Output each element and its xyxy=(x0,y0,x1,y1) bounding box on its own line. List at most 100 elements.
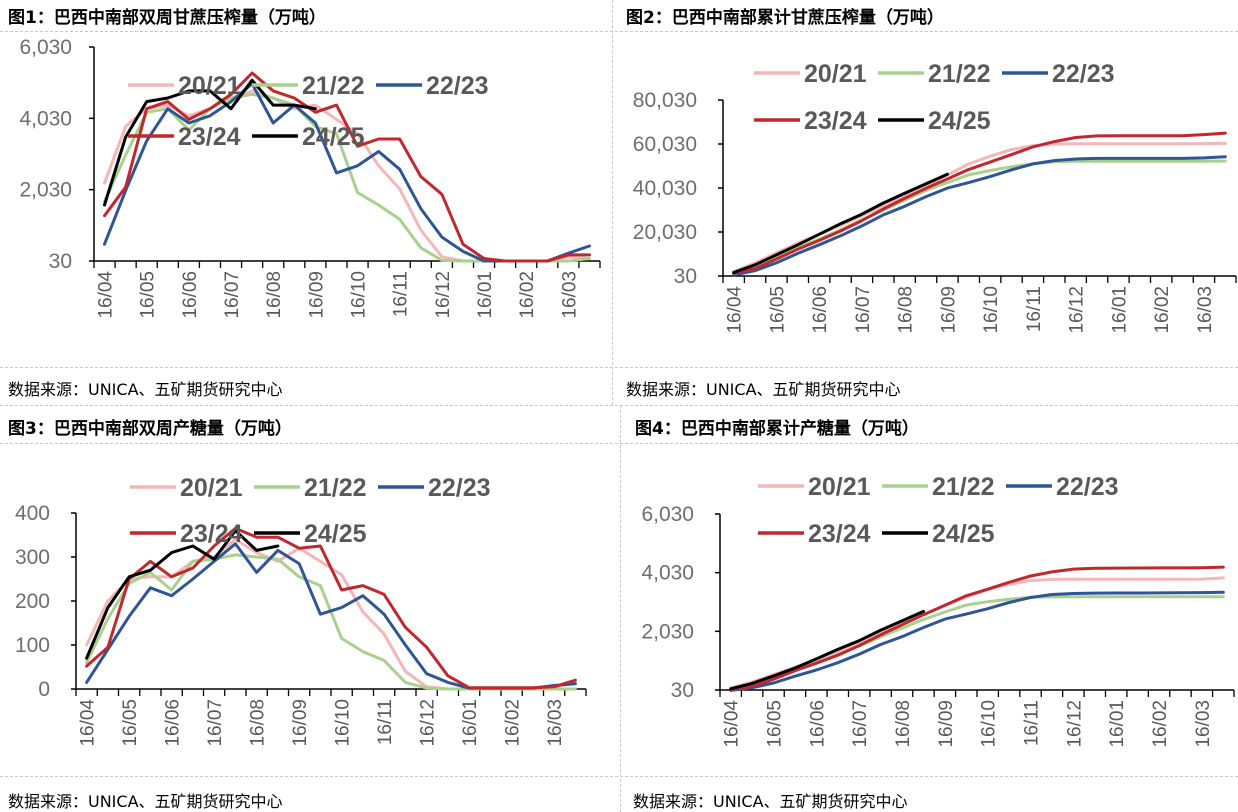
divider xyxy=(0,367,1238,368)
series-line-22-23 xyxy=(732,155,1227,277)
x-tick-label: 16/02 xyxy=(1150,700,1171,748)
y-tick-label: 40,030 xyxy=(633,177,697,200)
figure-2-title: 图2：巴西中南部累计甘蔗压榨量（万吨） xyxy=(626,8,944,28)
figure-2-source: 数据来源：UNICA、五矿期货研究中心 xyxy=(626,380,901,399)
legend-label: 21/22 xyxy=(304,474,367,502)
divider xyxy=(0,443,1238,444)
y-tick-label: 200 xyxy=(15,590,50,613)
chart-3: 0 100 200 300 400 16/04 16/05 16/06 16/07 16/08 16… xyxy=(15,474,587,747)
x-tick-label: 16/10 xyxy=(979,700,1000,748)
series-line-21-22 xyxy=(85,553,577,691)
figure-3-title: 图3：巴西中南部双周产糖量（万吨） xyxy=(8,419,292,439)
legend-label: 22/23 xyxy=(426,72,489,100)
legend-label: 20/21 xyxy=(180,474,243,502)
x-tick-label: 16/01 xyxy=(475,271,496,319)
y-tick-label: 400 xyxy=(15,502,50,525)
chart-1: 30 2,030 4,030 6,030 16/04 16/05 16/06 16/07 16/… xyxy=(19,36,601,319)
x-tick-label: 16/04 xyxy=(78,699,99,747)
divider xyxy=(0,31,1238,32)
x-tick-label: 16/06 xyxy=(163,699,184,747)
x-tick-label: 16/05 xyxy=(120,699,141,747)
x-tick-label: 16/10 xyxy=(349,271,370,319)
legend-label: 22/23 xyxy=(1052,60,1115,88)
x-tick-label: 16/03 xyxy=(1193,700,1214,748)
series-line-24-25 xyxy=(103,78,317,207)
x-tick-label: 16/06 xyxy=(810,286,831,334)
x-tick-label: 16/01 xyxy=(1107,700,1128,748)
legend-label: 22/23 xyxy=(428,474,491,502)
chart-4: 30 2,030 4,030 6,030 16/04 16/05 16/06 16/07 16/… xyxy=(641,473,1235,748)
y-tick-label: 100 xyxy=(15,634,50,657)
x-tick-label: 16/11 xyxy=(391,271,412,317)
legend-label: 23/24 xyxy=(808,520,871,548)
x-tick-label: 16/08 xyxy=(264,271,285,319)
series-line-21-22 xyxy=(103,92,591,263)
figure-3-source: 数据来源：UNICA、五矿期货研究中心 xyxy=(8,792,283,811)
x-tick-label: 16/11 xyxy=(1022,700,1043,746)
legend-label: 21/22 xyxy=(928,60,991,88)
y-tick-label: 0 xyxy=(38,678,50,701)
x-tick-label: 16/09 xyxy=(938,286,959,334)
chart-2: 30 20,030 40,030 60,030 80,030 16/04 16/05 16/0… xyxy=(633,60,1237,334)
x-tick-label: 16/04 xyxy=(725,286,746,334)
y-tick-label: 4,030 xyxy=(19,107,72,130)
x-tick-label: 16/10 xyxy=(981,286,1002,334)
x-tick-label: 16/04 xyxy=(96,271,117,319)
y-tick-label: 60,030 xyxy=(633,133,697,156)
series-line-23-24 xyxy=(732,131,1227,275)
figure-4-title: 图4：巴西中南部累计产糖量（万吨） xyxy=(635,419,919,439)
x-tick-label: 16/01 xyxy=(1109,286,1130,334)
y-tick-label: 6,030 xyxy=(641,503,694,526)
legend-label: 23/24 xyxy=(180,520,243,548)
x-tick-label: 16/07 xyxy=(222,271,243,319)
series-line-23-24 xyxy=(85,526,577,690)
divider xyxy=(612,0,613,405)
figure-1-title: 图1：巴西中南部双周甘蔗压榨量（万吨） xyxy=(8,8,326,28)
legend-label: 24/25 xyxy=(304,520,367,548)
x-tick-label: 16/07 xyxy=(205,699,226,747)
x-tick-label: 16/06 xyxy=(180,271,201,319)
x-tick-label: 16/09 xyxy=(936,700,957,748)
series-line-23-24 xyxy=(729,565,1225,691)
x-tick-label: 16/09 xyxy=(306,271,327,319)
divider xyxy=(0,776,1238,777)
y-tick-label: 80,030 xyxy=(633,89,697,112)
legend-label: 20/21 xyxy=(808,473,871,501)
x-tick-label: 16/03 xyxy=(1195,286,1216,334)
x-tick-label: 16/12 xyxy=(418,699,439,747)
x-tick-label: 16/02 xyxy=(1152,286,1173,334)
y-tick-label: 4,030 xyxy=(641,562,694,585)
x-tick-label: 16/08 xyxy=(893,700,914,748)
x-tick-label: 16/04 xyxy=(722,700,743,748)
x-tick-label: 16/07 xyxy=(853,286,874,334)
series-line-24-25 xyxy=(729,609,925,691)
y-tick-label: 30 xyxy=(674,265,697,288)
legend-label: 20/21 xyxy=(804,60,867,88)
series-line-21-22 xyxy=(732,159,1227,274)
legend-label: 23/24 xyxy=(178,123,241,151)
series-line-22-23 xyxy=(729,590,1225,692)
figure-1-source: 数据来源：UNICA、五矿期货研究中心 xyxy=(8,380,283,399)
x-tick-label: 16/05 xyxy=(138,271,159,319)
x-tick-label: 16/12 xyxy=(1064,700,1085,748)
divider xyxy=(0,405,1238,406)
y-tick-label: 30 xyxy=(49,250,72,273)
legend-label: 24/25 xyxy=(302,123,365,151)
legend-label: 21/22 xyxy=(302,72,365,100)
legend-label: 20/21 xyxy=(178,72,241,100)
legend-label: 23/24 xyxy=(804,107,867,135)
x-tick-label: 16/02 xyxy=(517,271,538,319)
y-tick-label: 6,030 xyxy=(19,36,72,59)
x-tick-label: 16/05 xyxy=(767,286,788,334)
x-tick-label: 16/08 xyxy=(896,286,917,334)
x-tick-label: 16/05 xyxy=(765,700,786,748)
x-tick-label: 16/12 xyxy=(1067,286,1088,334)
divider xyxy=(620,405,621,812)
y-tick-label: 2,030 xyxy=(19,179,72,202)
x-tick-label: 16/03 xyxy=(545,699,566,747)
x-tick-label: 16/09 xyxy=(290,699,311,747)
x-tick-label: 16/11 xyxy=(375,699,396,745)
y-tick-label: 30 xyxy=(671,679,694,702)
x-tick-label: 16/12 xyxy=(433,271,454,319)
